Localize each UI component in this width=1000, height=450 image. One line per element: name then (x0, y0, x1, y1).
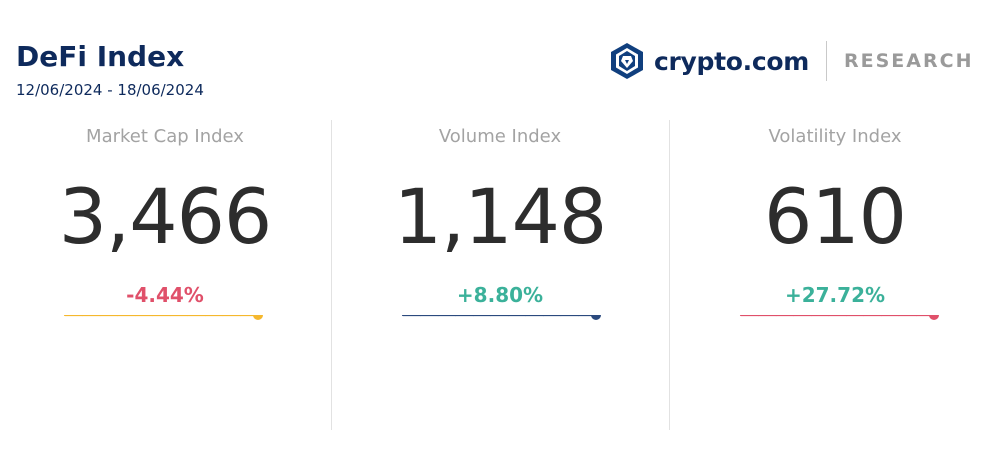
panel-value: 610 (763, 172, 907, 261)
panel-value: 3,466 (58, 172, 273, 261)
brand-tagline: RESEARCH (844, 50, 974, 72)
sparkline-end-dot (929, 315, 939, 320)
panel-label: Market Cap Index (86, 126, 244, 147)
volatility-panel: Volatility Index 610 +27.72% (670, 120, 1000, 440)
volatility-sparkline (739, 315, 939, 320)
market-cap-panel: Market Cap Index 3,466 -4.44% (0, 120, 330, 440)
sparkline-end-dot (253, 315, 263, 320)
panel-label: Volatility Index (768, 126, 902, 147)
brand-block: crypto.com RESEARCH (610, 41, 974, 81)
panel-change: -4.44% (126, 283, 204, 307)
panel-divider (669, 120, 670, 430)
lion-shield-icon (611, 43, 643, 79)
panel-divider (331, 120, 332, 430)
brand-separator (826, 41, 828, 81)
market-cap-sparkline (63, 315, 263, 320)
volume-panel: Volume Index 1,148 +8.80% (335, 120, 665, 440)
panel-change: +27.72% (784, 283, 886, 307)
page-title: DeFi Index (16, 40, 185, 73)
panel-value: 1,148 (393, 172, 608, 261)
brand-name: crypto.com (654, 46, 810, 76)
date-range: 12/06/2024 - 18/06/2024 (16, 81, 204, 99)
panel-label: Volume Index (438, 126, 562, 147)
sparkline-end-dot (591, 315, 601, 320)
volume-sparkline (401, 315, 601, 320)
panel-change: +8.80% (456, 283, 544, 307)
